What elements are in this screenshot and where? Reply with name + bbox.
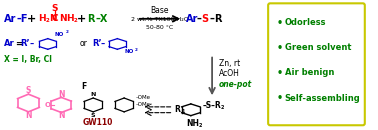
Text: Ar: Ar	[4, 14, 17, 24]
Text: N: N	[49, 14, 56, 23]
Text: –: –	[209, 14, 214, 24]
Text: –: –	[101, 40, 105, 48]
Text: –OMe: –OMe	[136, 95, 151, 100]
Text: GW110: GW110	[83, 118, 113, 127]
Text: H: H	[38, 14, 46, 23]
Text: R’: R’	[21, 40, 30, 48]
FancyBboxPatch shape	[268, 3, 365, 125]
Text: 2: 2	[221, 105, 224, 110]
Text: –X: –X	[95, 14, 107, 24]
Text: 1: 1	[181, 109, 184, 114]
Text: Air benign: Air benign	[285, 69, 334, 77]
Text: 2: 2	[65, 30, 68, 34]
Text: 2: 2	[46, 18, 50, 23]
Text: 2 wt.% TX100/H₂O: 2 wt.% TX100/H₂O	[131, 16, 189, 21]
Text: =: =	[15, 40, 22, 48]
Text: –: –	[29, 40, 34, 48]
Text: 2: 2	[135, 48, 138, 52]
Text: Ar: Ar	[4, 40, 15, 48]
Text: 2: 2	[198, 123, 202, 128]
Text: F: F	[81, 82, 86, 91]
Text: R: R	[87, 14, 95, 24]
Text: •: •	[277, 93, 283, 103]
Text: Green solvent: Green solvent	[285, 43, 351, 52]
Text: –S–R: –S–R	[203, 101, 221, 110]
Text: S: S	[91, 113, 96, 118]
Text: N: N	[58, 111, 65, 120]
Text: S: S	[26, 86, 31, 95]
Text: +: +	[27, 14, 36, 24]
Text: O: O	[45, 102, 51, 108]
Text: 50-80 °C: 50-80 °C	[146, 25, 174, 30]
Text: N: N	[59, 14, 67, 23]
Text: Ar: Ar	[186, 14, 198, 24]
Text: C: C	[51, 14, 58, 23]
Text: X = I, Br, Cl: X = I, Br, Cl	[4, 55, 52, 64]
Text: S: S	[201, 14, 209, 24]
Text: AcOH: AcOH	[219, 69, 240, 79]
Text: R: R	[214, 14, 222, 24]
Text: S: S	[51, 4, 58, 13]
Text: NH: NH	[186, 119, 199, 128]
Text: N: N	[58, 90, 65, 99]
Text: Zn, rt: Zn, rt	[219, 59, 240, 68]
Text: H: H	[66, 14, 74, 23]
Text: •: •	[277, 43, 283, 53]
Text: –: –	[197, 14, 201, 24]
Text: +: +	[77, 14, 86, 24]
Text: one-pot: one-pot	[219, 80, 252, 89]
Text: NO: NO	[54, 32, 64, 37]
Text: –F: –F	[17, 14, 28, 24]
Text: R’: R’	[92, 40, 102, 48]
Text: Self-assembling: Self-assembling	[285, 94, 360, 103]
Text: NO: NO	[124, 49, 133, 54]
Text: •: •	[277, 68, 283, 78]
Text: Odorless: Odorless	[285, 18, 326, 27]
Text: or: or	[80, 40, 87, 48]
Text: R: R	[174, 105, 180, 114]
Text: N: N	[90, 92, 96, 97]
Text: Base: Base	[151, 6, 169, 15]
Text: 2: 2	[74, 18, 77, 23]
Text: •: •	[277, 18, 283, 28]
Text: –OMe: –OMe	[136, 102, 151, 107]
Text: N: N	[25, 111, 32, 120]
